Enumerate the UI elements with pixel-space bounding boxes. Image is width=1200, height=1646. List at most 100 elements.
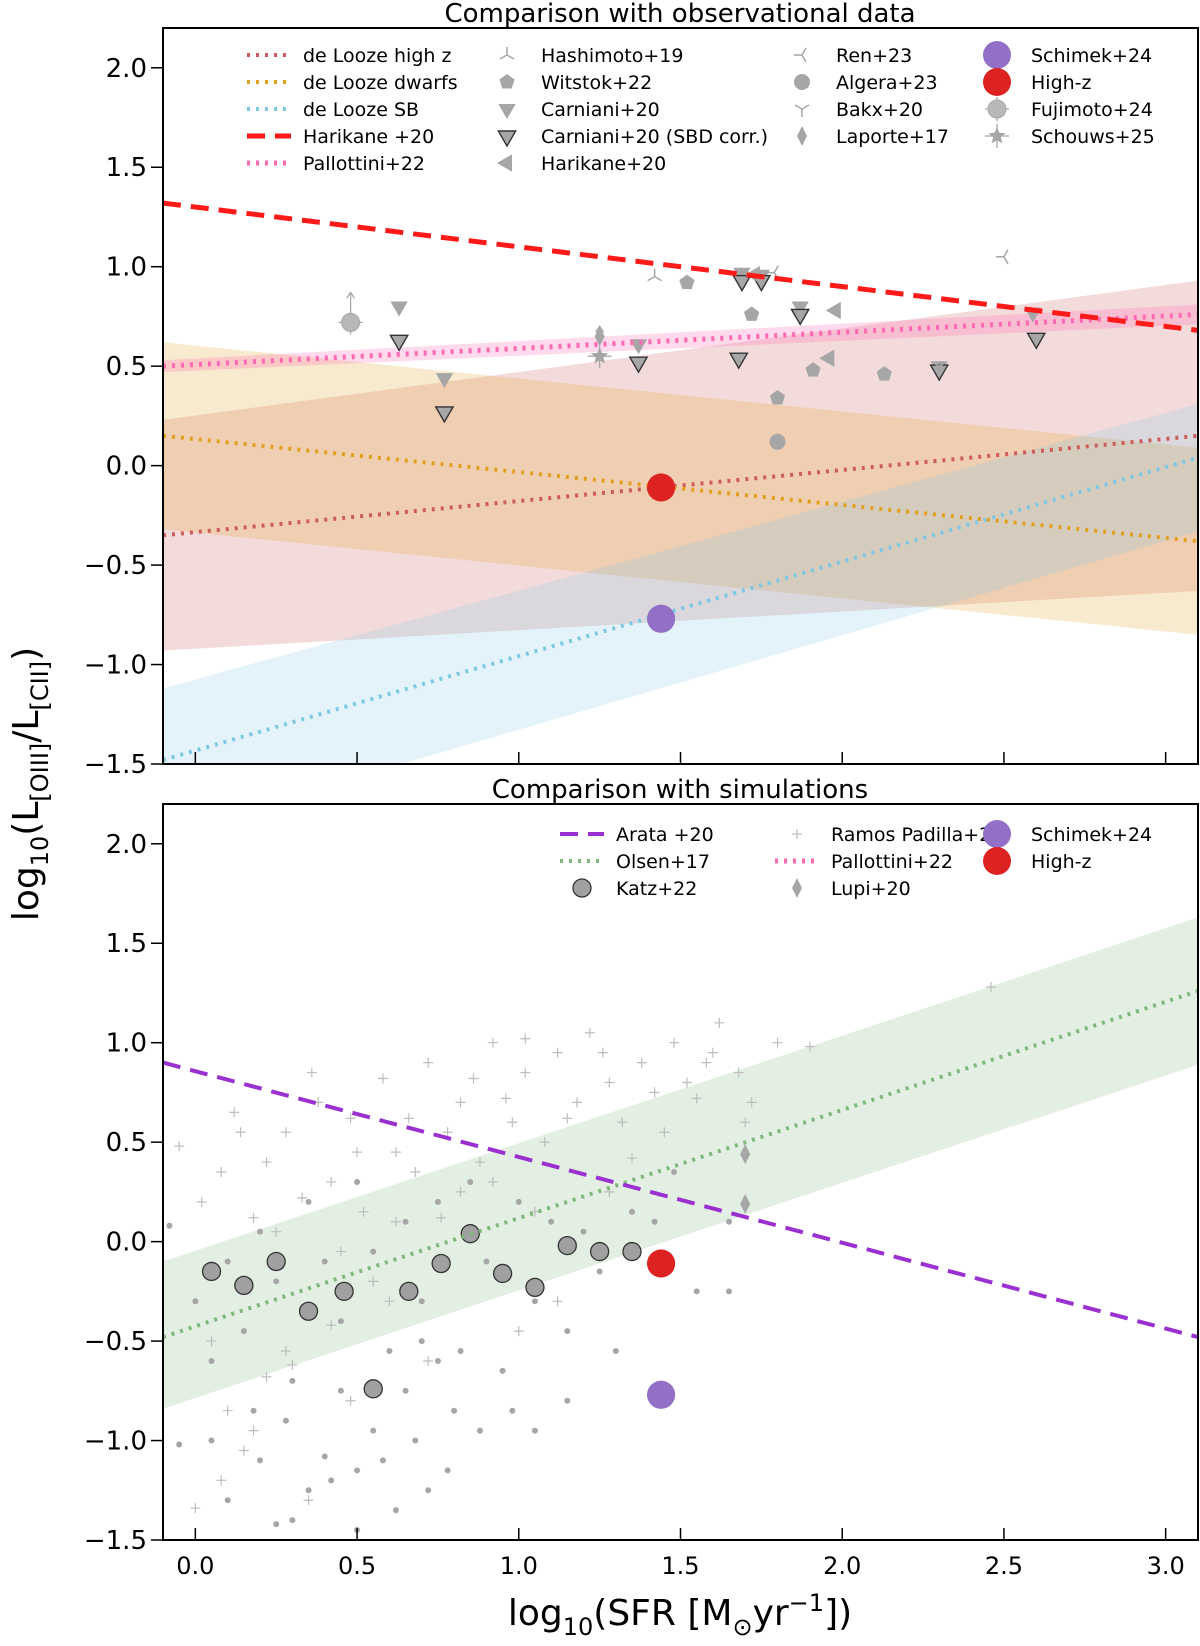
carniani-20-point-2 xyxy=(629,339,648,355)
pallottini-22-point-54 xyxy=(457,1348,464,1355)
ramos-padilla-23-point-75 xyxy=(468,1073,479,1084)
legend-label: Harikane +20 xyxy=(303,126,434,148)
carniani-20-sbd-corr-point-8 xyxy=(1026,332,1047,350)
schouws-25-series xyxy=(587,325,612,369)
schouws-25-limit-arrow xyxy=(595,325,605,345)
ramos-padilla-23-point-56 xyxy=(390,1216,401,1227)
ramos-padilla-23-point-72 xyxy=(235,1127,246,1138)
y-tick-label: −0.5 xyxy=(84,551,147,581)
ramos-padilla-23-point-70 xyxy=(707,1047,718,1058)
legend-entry-harikane-20: Harikane +20 xyxy=(247,126,434,148)
fujimoto-24-limit-arrow xyxy=(346,291,356,311)
high-z-top-point-0 xyxy=(647,473,676,502)
legend-entry-pallottini-22: Pallottini+22 xyxy=(247,153,425,175)
legend-label: Carniani+20 (SBD corr.) xyxy=(541,126,768,148)
ramos-padilla-23-point-31 xyxy=(681,1077,692,1088)
legend-label: Bakx+20 xyxy=(836,99,923,121)
legend-label: High-z xyxy=(1031,851,1092,873)
x-tick-label: 1.5 xyxy=(661,1552,699,1580)
pallottini-22-point-59 xyxy=(370,1427,377,1434)
hashimoto-19-point-0 xyxy=(647,268,662,282)
legend-entry-high-z: High-z xyxy=(983,68,1092,96)
ramos-padilla-23-point-23 xyxy=(552,1047,563,1058)
legend-label: Algera+23 xyxy=(836,72,938,94)
y-tick-label: 1.5 xyxy=(106,929,147,959)
katz-22-point-7 xyxy=(431,1253,451,1274)
y-tick-label: 1.0 xyxy=(106,1029,147,1059)
arata-20-line xyxy=(163,1060,1198,1340)
pallottini-22-point-9 xyxy=(321,1258,328,1265)
pallottini-22-point-37 xyxy=(328,1477,335,1484)
ramos-padilla-23-point-52 xyxy=(216,1475,227,1486)
pallottini-22-point-13 xyxy=(386,1348,393,1355)
legend-entry-hashimoto-19: Hashimoto+19 xyxy=(499,45,683,67)
ramos-padilla-23-point-20 xyxy=(507,1117,518,1128)
katz-22-point-12 xyxy=(589,1241,610,1262)
ramos-padilla-23-point-12 xyxy=(377,1073,388,1084)
pallottini-22-point-21 xyxy=(515,1198,522,1205)
katz-22-point-4 xyxy=(334,1281,354,1302)
hashimoto-19-series xyxy=(647,268,662,282)
y-tick-label: 1.5 xyxy=(106,153,147,183)
pallottini-22-point-61 xyxy=(726,1288,733,1295)
ramos-padilla-23-point-57 xyxy=(487,1176,498,1187)
pallottini-22-point-20 xyxy=(499,1367,506,1374)
algera-23-series xyxy=(769,433,786,450)
y-tick-label: 0.5 xyxy=(106,352,147,382)
ramos-padilla-23-point-18 xyxy=(474,1157,485,1168)
carniani-20-sbd-corr-point-1 xyxy=(434,406,455,424)
ramos-padilla-23-point-30 xyxy=(669,1037,680,1048)
katz-22-point-10 xyxy=(525,1277,545,1298)
ramos-padilla-23-point-5 xyxy=(261,1157,272,1168)
legend-label: Harikane+20 xyxy=(541,153,666,175)
y-tick-label: −1.0 xyxy=(84,651,147,681)
pallottini-22-point-55 xyxy=(564,1397,571,1404)
ramos-padilla-23-point-49 xyxy=(513,1326,524,1337)
legend-handle xyxy=(794,74,810,90)
carniani-20-sbd-corr-point-3 xyxy=(732,274,752,293)
pallottini-22-point-14 xyxy=(402,1218,409,1225)
pallottini-22-line xyxy=(163,311,1198,369)
legend-entry-katz-22: Katz+22 xyxy=(572,878,697,900)
pallottini-22-series xyxy=(166,1169,733,1534)
legend-entry-de-looze-high-z: de Looze high z xyxy=(247,45,451,67)
high-z-top-point-0 xyxy=(647,1249,676,1278)
pallottini-22-point-1 xyxy=(192,1298,199,1305)
ramos-padilla-23-point-76 xyxy=(520,1033,531,1044)
legend-label: Schimek+24 xyxy=(1031,824,1152,846)
ramos-padilla-23-point-10 xyxy=(345,1113,356,1124)
ramos-padilla-23-point-9 xyxy=(326,1176,337,1187)
legend-handle xyxy=(794,104,810,117)
legend-entry-pallottini-22: Pallottini+22 xyxy=(775,851,953,873)
lupi-20-point-0 xyxy=(740,1144,751,1165)
legend-entry-schimek-24: Schimek+24 xyxy=(983,41,1152,69)
legend-handle xyxy=(792,829,802,839)
pallottini-22-point-10 xyxy=(337,1318,344,1325)
panel-observational: −1.5 −1.0 −0.5 0.0 0.5 1.0 1.5 2.0 Comparison w… xyxy=(84,0,1199,780)
katz-22-point-1 xyxy=(234,1275,254,1296)
legend-entry-harikane-20: Harikane+20 xyxy=(497,153,666,175)
ramos-padilla-23-point-2 xyxy=(216,1167,227,1177)
witstok-22-point-3 xyxy=(876,366,892,381)
harikane-20-point-0 xyxy=(825,301,841,320)
pallottini-22-point-39 xyxy=(354,1467,361,1474)
ramos-padilla-23-point-26 xyxy=(604,1077,615,1088)
pallottini-22-point-58 xyxy=(321,1453,328,1460)
legend-label: Lupi+20 xyxy=(831,878,911,900)
de-looze-dwarfs-line xyxy=(163,433,1198,544)
bottom-plot-area xyxy=(163,917,1198,1534)
pallottini-22-point-53 xyxy=(418,1338,425,1345)
pallottini-22-point-28 xyxy=(651,1218,658,1225)
ramos-padilla-23-point-7 xyxy=(297,1192,308,1203)
pallottini-22-point-22 xyxy=(531,1298,538,1305)
ramos-padilla-23-point-69 xyxy=(691,1093,702,1104)
katz-22-point-0 xyxy=(201,1261,222,1282)
ramos-padilla-23-point-74 xyxy=(436,1212,447,1223)
witstok-22-point-4 xyxy=(769,390,786,405)
pallottini-22-band xyxy=(163,304,1198,373)
pallottini-22-point-49 xyxy=(250,1407,257,1414)
legend-label: Katz+22 xyxy=(616,878,697,900)
harikane-20-point-1 xyxy=(819,349,835,367)
katz-22-point-3 xyxy=(298,1301,319,1321)
legend-label: Schouws+25 xyxy=(1031,126,1155,148)
